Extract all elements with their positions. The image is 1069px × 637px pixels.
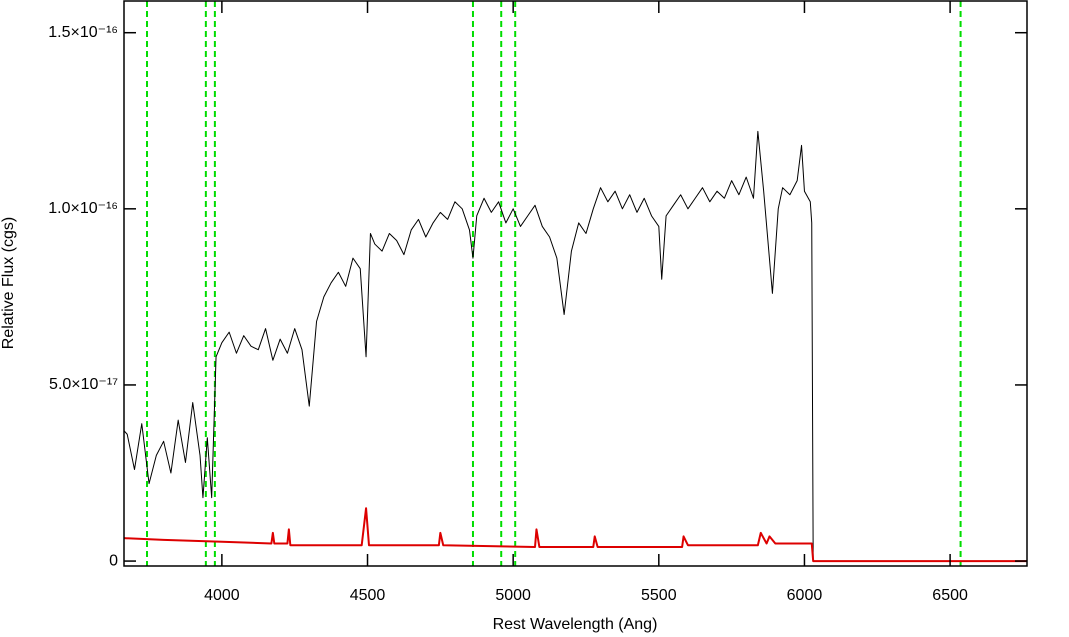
y-tick-label: 1.0×10⁻¹⁶ <box>48 200 118 217</box>
spectrum-line <box>123 130 1027 562</box>
y-axis-label: Relative Flux (cgs) <box>0 217 17 349</box>
x-tick-label: 6000 <box>787 587 823 604</box>
spectrum-line <box>123 507 1027 563</box>
y-tick-label: 5.0×10⁻¹⁷ <box>49 376 118 393</box>
x-tick-label: 5000 <box>495 587 531 604</box>
x-tick-label: 4000 <box>204 587 240 604</box>
plot-frame <box>123 0 1028 567</box>
x-axis-label: Rest Wavelength (Ang) <box>493 616 658 633</box>
x-tick-label: 4500 <box>350 587 386 604</box>
y-tick-label: 0 <box>109 552 118 569</box>
x-tick-label: 5500 <box>641 587 677 604</box>
y-tick-label: 1.5×10⁻¹⁶ <box>48 24 118 41</box>
x-tick-label: 6500 <box>932 587 968 604</box>
